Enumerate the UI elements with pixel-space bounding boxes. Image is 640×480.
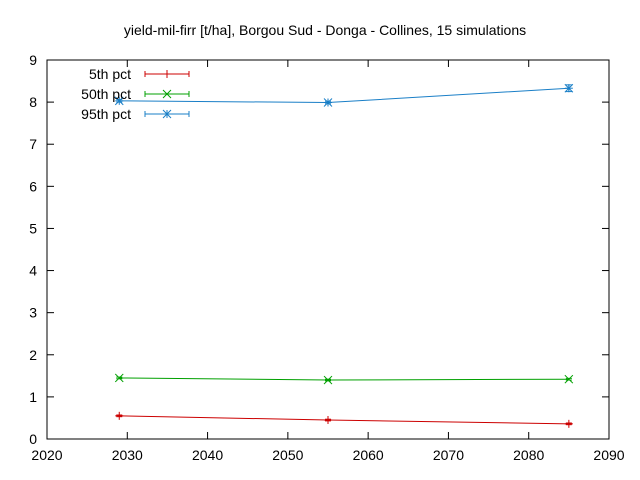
plot-frame [46, 59, 610, 440]
series-line [119, 87, 569, 104]
data-point [564, 83, 574, 93]
data-point [323, 375, 333, 385]
y-tick-label: 7 [29, 136, 37, 152]
series-5th-pct [115, 411, 573, 428]
legend-label: 95th pct [81, 106, 131, 122]
series-50th-pct [114, 373, 574, 385]
marker-stroke [162, 89, 172, 99]
data-point [323, 98, 333, 107]
x-tick-label: 2060 [353, 447, 384, 463]
y-tick-label: 9 [29, 52, 37, 68]
y-tick-label: 8 [29, 94, 37, 110]
data-point [163, 70, 171, 78]
x-tick-label: 2050 [272, 447, 303, 463]
legend-entry: 95th pct [81, 106, 190, 122]
marker-stroke [162, 109, 172, 119]
data-point [114, 96, 124, 106]
data-point [324, 416, 332, 425]
y-tick-label: 2 [29, 347, 37, 363]
data-point [115, 411, 124, 420]
data-point [564, 419, 573, 428]
y-axis: 0 1 2 3 4 5 6 7 8 9 [29, 52, 609, 447]
legend-entry: 5th pct [89, 66, 190, 82]
marker-stroke [323, 375, 333, 385]
x-tick-label: 2020 [31, 447, 62, 463]
y-tick-label: 0 [29, 431, 37, 447]
legend: 5th pct 50th pct 95th pct [81, 66, 190, 122]
chart-title: yield-mil-firr [t/ha], Borgou Sud - Dong… [124, 22, 526, 38]
legend-label: 50th pct [81, 86, 131, 102]
marker-stroke [564, 83, 574, 93]
data-point [162, 109, 172, 119]
marker-stroke [114, 373, 124, 383]
x-axis: 2020 2030 2040 2050 2060 2070 2080 2090 [31, 60, 625, 463]
marker-stroke [114, 96, 124, 106]
legend-entry: 50th pct [81, 86, 190, 102]
x-tick-label: 2040 [192, 447, 223, 463]
data-point [114, 373, 124, 383]
x-tick-label: 2030 [112, 447, 143, 463]
series-line [119, 415, 569, 425]
marker-stroke [564, 374, 574, 384]
data-point [564, 374, 574, 384]
y-tick-label: 6 [29, 178, 37, 194]
series-95th-pct [114, 83, 574, 107]
marker-stroke [323, 98, 333, 107]
y-tick-label: 3 [29, 305, 37, 321]
legend-label: 5th pct [89, 66, 131, 82]
y-tick-label: 1 [29, 389, 37, 405]
x-tick-label: 2090 [593, 447, 624, 463]
series-layer [114, 83, 574, 428]
data-point [162, 89, 172, 99]
x-tick-label: 2070 [433, 447, 464, 463]
series-line [119, 377, 569, 381]
y-tick-label: 4 [29, 263, 37, 279]
y-tick-label: 5 [29, 220, 37, 236]
x-tick-label: 2080 [513, 447, 544, 463]
